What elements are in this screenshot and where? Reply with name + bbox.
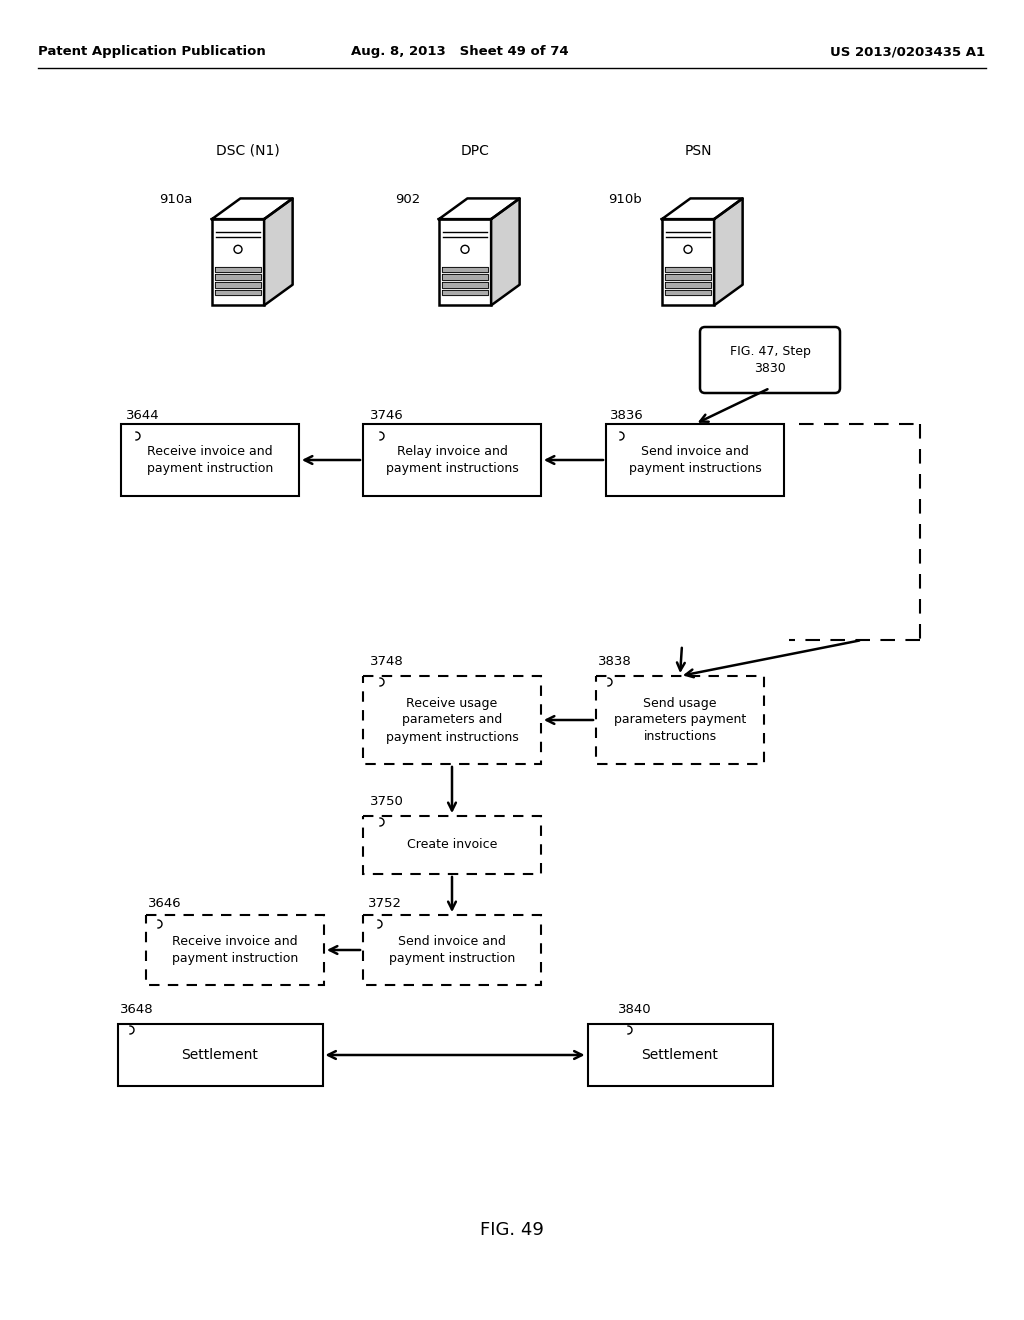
Bar [362, 676, 541, 764]
Text: 910b: 910b [608, 193, 642, 206]
Polygon shape [662, 198, 742, 219]
Text: 902: 902 [394, 193, 420, 206]
Text: FIG. 47, Step
3830: FIG. 47, Step 3830 [729, 346, 810, 375]
Text: Create invoice: Create invoice [407, 838, 498, 851]
Bar [362, 816, 541, 874]
Polygon shape [665, 282, 711, 288]
Text: 3840: 3840 [618, 1003, 651, 1016]
Polygon shape [215, 267, 261, 272]
Bar [439, 219, 492, 305]
Text: 910a: 910a [159, 193, 193, 206]
Polygon shape [665, 275, 711, 280]
Text: Receive invoice and
payment instruction: Receive invoice and payment instruction [146, 445, 273, 475]
Polygon shape [215, 282, 261, 288]
Text: Relay invoice and
payment instructions: Relay invoice and payment instructions [386, 445, 518, 475]
Text: 3748: 3748 [370, 655, 403, 668]
Text: 3752: 3752 [368, 898, 402, 909]
Polygon shape [442, 290, 488, 296]
Text: 3750: 3750 [370, 795, 403, 808]
FancyBboxPatch shape [700, 327, 840, 393]
Polygon shape [665, 290, 711, 296]
Text: PSN: PSN [684, 144, 712, 158]
Bar [146, 915, 324, 985]
Polygon shape [264, 198, 293, 305]
Polygon shape [442, 282, 488, 288]
Polygon shape [215, 290, 261, 296]
Text: DSC (N1): DSC (N1) [216, 144, 280, 158]
Bar [606, 424, 784, 496]
Bar [662, 219, 714, 305]
Bar [118, 1024, 323, 1086]
Text: Send usage
parameters payment
instructions: Send usage parameters payment instructio… [613, 697, 746, 743]
Text: DPC: DPC [461, 144, 489, 158]
Bar [596, 676, 764, 764]
Text: Receive invoice and
payment instruction: Receive invoice and payment instruction [172, 935, 298, 965]
Polygon shape [492, 198, 519, 305]
Text: US 2013/0203435 A1: US 2013/0203435 A1 [829, 45, 985, 58]
Polygon shape [442, 275, 488, 280]
Text: 3646: 3646 [148, 898, 181, 909]
Bar [121, 424, 299, 496]
Polygon shape [714, 198, 742, 305]
Text: Aug. 8, 2013   Sheet 49 of 74: Aug. 8, 2013 Sheet 49 of 74 [351, 45, 568, 58]
Bar [362, 424, 541, 496]
Bar [588, 1024, 772, 1086]
Text: Patent Application Publication: Patent Application Publication [38, 45, 266, 58]
Text: Send invoice and
payment instruction: Send invoice and payment instruction [389, 935, 515, 965]
Polygon shape [665, 267, 711, 272]
Polygon shape [215, 275, 261, 280]
Text: Settlement: Settlement [642, 1048, 719, 1063]
Polygon shape [212, 198, 293, 219]
Text: 3644: 3644 [126, 409, 160, 422]
Text: 3838: 3838 [598, 655, 632, 668]
Bar [212, 219, 264, 305]
Text: FIG. 49: FIG. 49 [480, 1221, 544, 1239]
Bar [362, 915, 541, 985]
Text: Send invoice and
payment instructions: Send invoice and payment instructions [629, 445, 762, 475]
Polygon shape [442, 267, 488, 272]
Text: 3746: 3746 [370, 409, 403, 422]
Polygon shape [439, 198, 519, 219]
Text: Receive usage
parameters and
payment instructions: Receive usage parameters and payment ins… [386, 697, 518, 743]
Text: Settlement: Settlement [181, 1048, 258, 1063]
Text: 3836: 3836 [610, 409, 644, 422]
Text: 3648: 3648 [120, 1003, 154, 1016]
